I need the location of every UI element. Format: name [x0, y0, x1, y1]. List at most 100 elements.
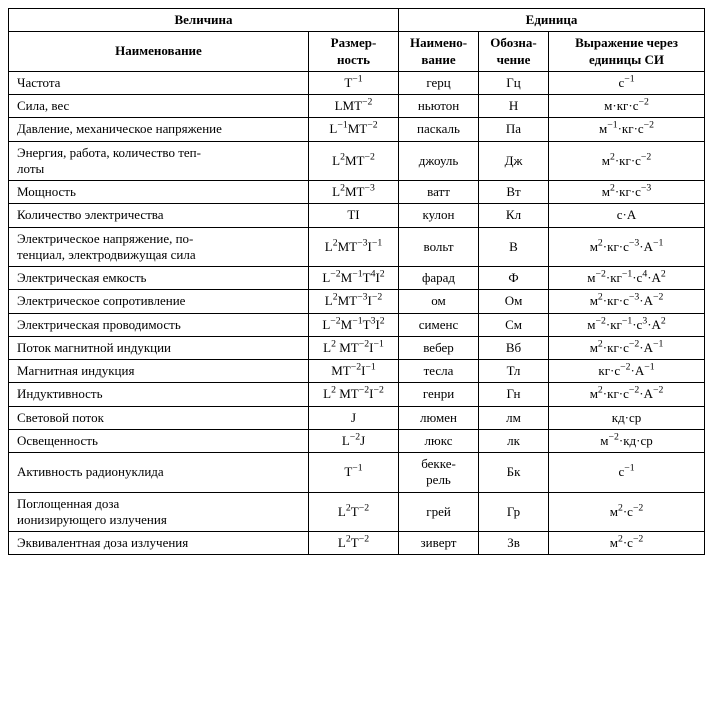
- si-expression-cell: м−2·кд·ср: [549, 429, 705, 452]
- dimension-cell: L2T−2: [309, 492, 399, 532]
- unit-name-cell: герц: [399, 71, 479, 94]
- unit-symbol-cell: В: [479, 227, 549, 267]
- dimension-cell: TI: [309, 204, 399, 227]
- quantity-name-cell: Давление, механическое напряжение: [9, 118, 309, 141]
- si-expression-cell: м−2·кг−1·с4·А2: [549, 267, 705, 290]
- unit-symbol-cell: Ф: [479, 267, 549, 290]
- table-row: Энергия, работа, количество теп-лотыL2MT…: [9, 141, 705, 181]
- header-dimension: Размер-ность: [309, 32, 399, 72]
- si-expression-cell: м2·кг·с−2·А−2: [549, 383, 705, 406]
- si-expression-cell: кг·с−2·А−1: [549, 360, 705, 383]
- dimension-cell: L2MT−3I−1: [309, 227, 399, 267]
- unit-symbol-cell: Вб: [479, 336, 549, 359]
- unit-symbol-cell: Вт: [479, 181, 549, 204]
- quantity-name-cell: Электрическое сопротивление: [9, 290, 309, 313]
- header-si-expression: Выражение через единицы СИ: [549, 32, 705, 72]
- si-expression-cell: с·А: [549, 204, 705, 227]
- unit-name-cell: ом: [399, 290, 479, 313]
- table-head: Величина Единица Наименование Размер-нос…: [9, 9, 705, 72]
- unit-name-cell: тесла: [399, 360, 479, 383]
- quantity-name-cell: Световой поток: [9, 406, 309, 429]
- table-row: Активность радионуклидаT−1бекке-рельБкс−…: [9, 453, 705, 493]
- unit-name-cell: фарад: [399, 267, 479, 290]
- quantity-name-cell: Эквивалентная доза излучения: [9, 532, 309, 555]
- unit-name-cell: ватт: [399, 181, 479, 204]
- si-expression-cell: кд·ср: [549, 406, 705, 429]
- dimension-cell: MT−2I−1: [309, 360, 399, 383]
- unit-name-cell: кулон: [399, 204, 479, 227]
- si-expression-cell: м2·кг·с−3·А−2: [549, 290, 705, 313]
- unit-symbol-cell: Бк: [479, 453, 549, 493]
- header-group-unit: Единица: [399, 9, 705, 32]
- unit-name-cell: люкс: [399, 429, 479, 452]
- unit-name-cell: ньютон: [399, 95, 479, 118]
- dimension-cell: L2MT−3: [309, 181, 399, 204]
- unit-name-cell: вебер: [399, 336, 479, 359]
- unit-symbol-cell: См: [479, 313, 549, 336]
- table-row: Электрическое напряжение, по-тенциал, эл…: [9, 227, 705, 267]
- quantity-name-cell: Мощность: [9, 181, 309, 204]
- dimension-cell: L2 MT−2I−1: [309, 336, 399, 359]
- table-row: Количество электричестваTIкулонКлс·А: [9, 204, 705, 227]
- unit-name-cell: вольт: [399, 227, 479, 267]
- header-group-quantity: Величина: [9, 9, 399, 32]
- unit-name-cell: джоуль: [399, 141, 479, 181]
- si-expression-cell: м·кг·с−2: [549, 95, 705, 118]
- unit-symbol-cell: лм: [479, 406, 549, 429]
- unit-symbol-cell: Гр: [479, 492, 549, 532]
- unit-symbol-cell: Гн: [479, 383, 549, 406]
- unit-name-cell: бекке-рель: [399, 453, 479, 493]
- quantity-name-cell: Электрическая проводимость: [9, 313, 309, 336]
- dimension-cell: L2 MT−2I−2: [309, 383, 399, 406]
- dimension-cell: T−1: [309, 71, 399, 94]
- quantity-name-cell: Индуктивность: [9, 383, 309, 406]
- si-expression-cell: м−1·кг·с−2: [549, 118, 705, 141]
- table-row: Эквивалентная доза излученияL2T−2зивертЗ…: [9, 532, 705, 555]
- table-row: Световой потокJлюменлмкд·ср: [9, 406, 705, 429]
- unit-symbol-cell: Тл: [479, 360, 549, 383]
- quantity-name-cell: Электрическое напряжение, по-тенциал, эл…: [9, 227, 309, 267]
- unit-symbol-cell: Дж: [479, 141, 549, 181]
- unit-symbol-cell: Н: [479, 95, 549, 118]
- unit-name-cell: паскаль: [399, 118, 479, 141]
- table-row: Поток магнитной индукцииL2 MT−2I−1веберВ…: [9, 336, 705, 359]
- table-row: Электрическое сопротивлениеL2MT−3I−2омОм…: [9, 290, 705, 313]
- si-expression-cell: м2·кг·с−2·А−1: [549, 336, 705, 359]
- unit-symbol-cell: Па: [479, 118, 549, 141]
- si-expression-cell: м2·с−2: [549, 492, 705, 532]
- table-row: Магнитная индукцияMT−2I−1теслаТлкг·с−2·А…: [9, 360, 705, 383]
- si-expression-cell: м2·с−2: [549, 532, 705, 555]
- quantity-name-cell: Активность радионуклида: [9, 453, 309, 493]
- si-expression-cell: м2·кг·с−3: [549, 181, 705, 204]
- unit-symbol-cell: лк: [479, 429, 549, 452]
- table-row: Электрическая емкостьL−2M−1T4I2фарадФм−2…: [9, 267, 705, 290]
- quantity-name-cell: Поглощенная дозаионизирующего излучения: [9, 492, 309, 532]
- si-expression-cell: с−1: [549, 453, 705, 493]
- quantity-name-cell: Частота: [9, 71, 309, 94]
- quantity-name-cell: Электрическая емкость: [9, 267, 309, 290]
- dimension-cell: L2T−2: [309, 532, 399, 555]
- unit-name-cell: сименс: [399, 313, 479, 336]
- quantity-name-cell: Количество электричества: [9, 204, 309, 227]
- si-expression-cell: м2·кг·с−2: [549, 141, 705, 181]
- dimension-cell: L2MT−3I−2: [309, 290, 399, 313]
- unit-name-cell: грей: [399, 492, 479, 532]
- table-row: Поглощенная дозаионизирующего излученияL…: [9, 492, 705, 532]
- table-row: ОсвещенностьL−2Jлюкслкм−2·кд·ср: [9, 429, 705, 452]
- unit-name-cell: люмен: [399, 406, 479, 429]
- si-expression-cell: м2·кг·с−3·А−1: [549, 227, 705, 267]
- unit-symbol-cell: Ом: [479, 290, 549, 313]
- si-expression-cell: с−1: [549, 71, 705, 94]
- unit-name-cell: зиверт: [399, 532, 479, 555]
- table-row: Электрическая проводимостьL−2M−1T3I2симе…: [9, 313, 705, 336]
- dimension-cell: J: [309, 406, 399, 429]
- table-row: МощностьL2MT−3ваттВтм2·кг·с−3: [9, 181, 705, 204]
- table-body: ЧастотаT−1герцГцс−1Сила, весLMT−2ньютонН…: [9, 71, 705, 555]
- si-expression-cell: м−2·кг−1·с3·А2: [549, 313, 705, 336]
- table-row: ИндуктивностьL2 MT−2I−2генриГнм2·кг·с−2·…: [9, 383, 705, 406]
- unit-symbol-cell: Зв: [479, 532, 549, 555]
- quantity-name-cell: Поток магнитной индукции: [9, 336, 309, 359]
- unit-symbol-cell: Кл: [479, 204, 549, 227]
- dimension-cell: T−1: [309, 453, 399, 493]
- dimension-cell: L−2J: [309, 429, 399, 452]
